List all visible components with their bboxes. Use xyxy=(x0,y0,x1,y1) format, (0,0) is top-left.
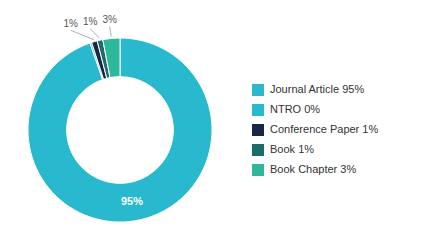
legend-swatch xyxy=(252,124,264,136)
legend-swatch xyxy=(252,164,264,176)
legend-item: NTRO 0% xyxy=(252,103,320,116)
legend-label: Journal Article 95% xyxy=(270,83,364,95)
legend-label: NTRO 0% xyxy=(270,103,320,115)
legend-label: Conference Paper 1% xyxy=(270,123,378,135)
slice xyxy=(103,38,120,78)
legend-swatch xyxy=(252,144,264,156)
legend-label: Book Chapter 3% xyxy=(270,163,356,175)
leader-line xyxy=(90,29,99,39)
data-label: 1% xyxy=(64,18,79,29)
data-label: 3% xyxy=(102,14,117,25)
legend: Journal Article 95% NTRO 0% Conference Pap… xyxy=(252,83,378,176)
legend-swatch xyxy=(252,84,264,96)
data-label: 1% xyxy=(83,16,98,27)
leader-line xyxy=(110,26,112,36)
pie xyxy=(28,38,212,222)
leader-line xyxy=(71,30,94,39)
legend-swatch xyxy=(252,104,264,116)
legend-item: Book Chapter 3% xyxy=(252,163,356,176)
data-labels: 95% 1% 1% 3% xyxy=(64,14,144,206)
legend-item: Book 1% xyxy=(252,143,314,156)
legend-item: Journal Article 95% xyxy=(252,83,364,96)
legend-item: Conference Paper 1% xyxy=(252,123,378,136)
legend-label: Book 1% xyxy=(270,143,314,155)
data-label: 95% xyxy=(121,195,143,207)
slice xyxy=(28,38,212,222)
chart: 95% 1% 1% 3% Journal Article 95% NTRO 0% Confe… xyxy=(0,0,443,246)
